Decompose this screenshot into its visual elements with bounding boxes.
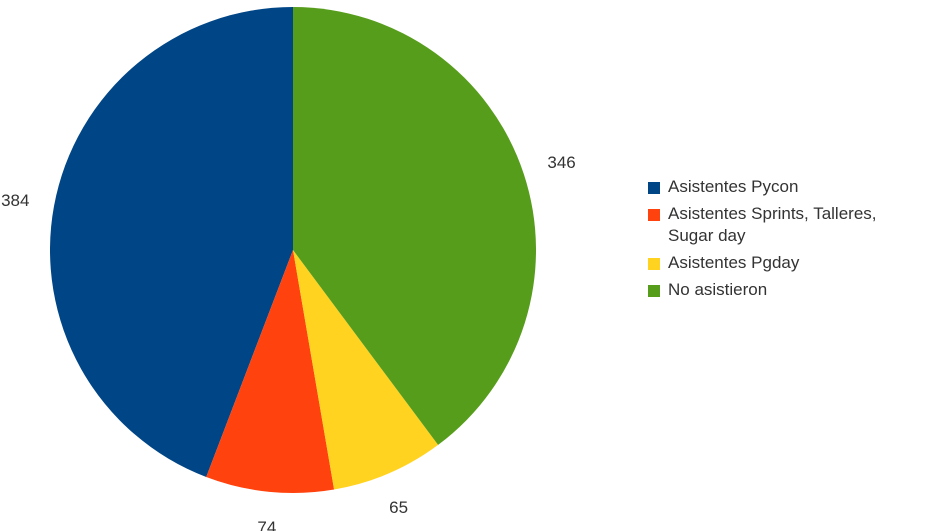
legend-label-3: No asistieron: [668, 280, 768, 299]
legend-swatch-1: [648, 209, 660, 221]
legend-item-1: Asistentes Sprints, Talleres, Sugar day: [648, 203, 950, 247]
legend-item-3: No asistieron: [648, 279, 950, 301]
legend-label-1: Asistentes Sprints, Talleres, Sugar day: [668, 204, 877, 245]
legend-swatch-0: [648, 182, 660, 194]
slice-value-label-1: 74: [257, 518, 276, 531]
pie-slice-0: [50, 7, 293, 477]
pie-slice-2: [293, 250, 439, 490]
legend-swatch-3: [648, 285, 660, 297]
legend-label-2: Asistentes Pgday: [668, 253, 800, 272]
pie-slice-3: [293, 7, 536, 445]
legend-item-2: Asistentes Pgday: [648, 252, 950, 274]
slice-value-label-0: 384: [1, 191, 29, 210]
pie-slice-1: [206, 250, 335, 493]
legend-item-0: Asistentes Pycon: [648, 176, 950, 198]
slice-value-label-3: 346: [547, 153, 575, 172]
legend-label-0: Asistentes Pycon: [668, 177, 799, 196]
chart-legend: Asistentes Pycon Asistentes Sprints, Tall…: [648, 176, 950, 306]
legend-swatch-2: [648, 258, 660, 270]
slice-value-label-2: 65: [389, 498, 408, 517]
